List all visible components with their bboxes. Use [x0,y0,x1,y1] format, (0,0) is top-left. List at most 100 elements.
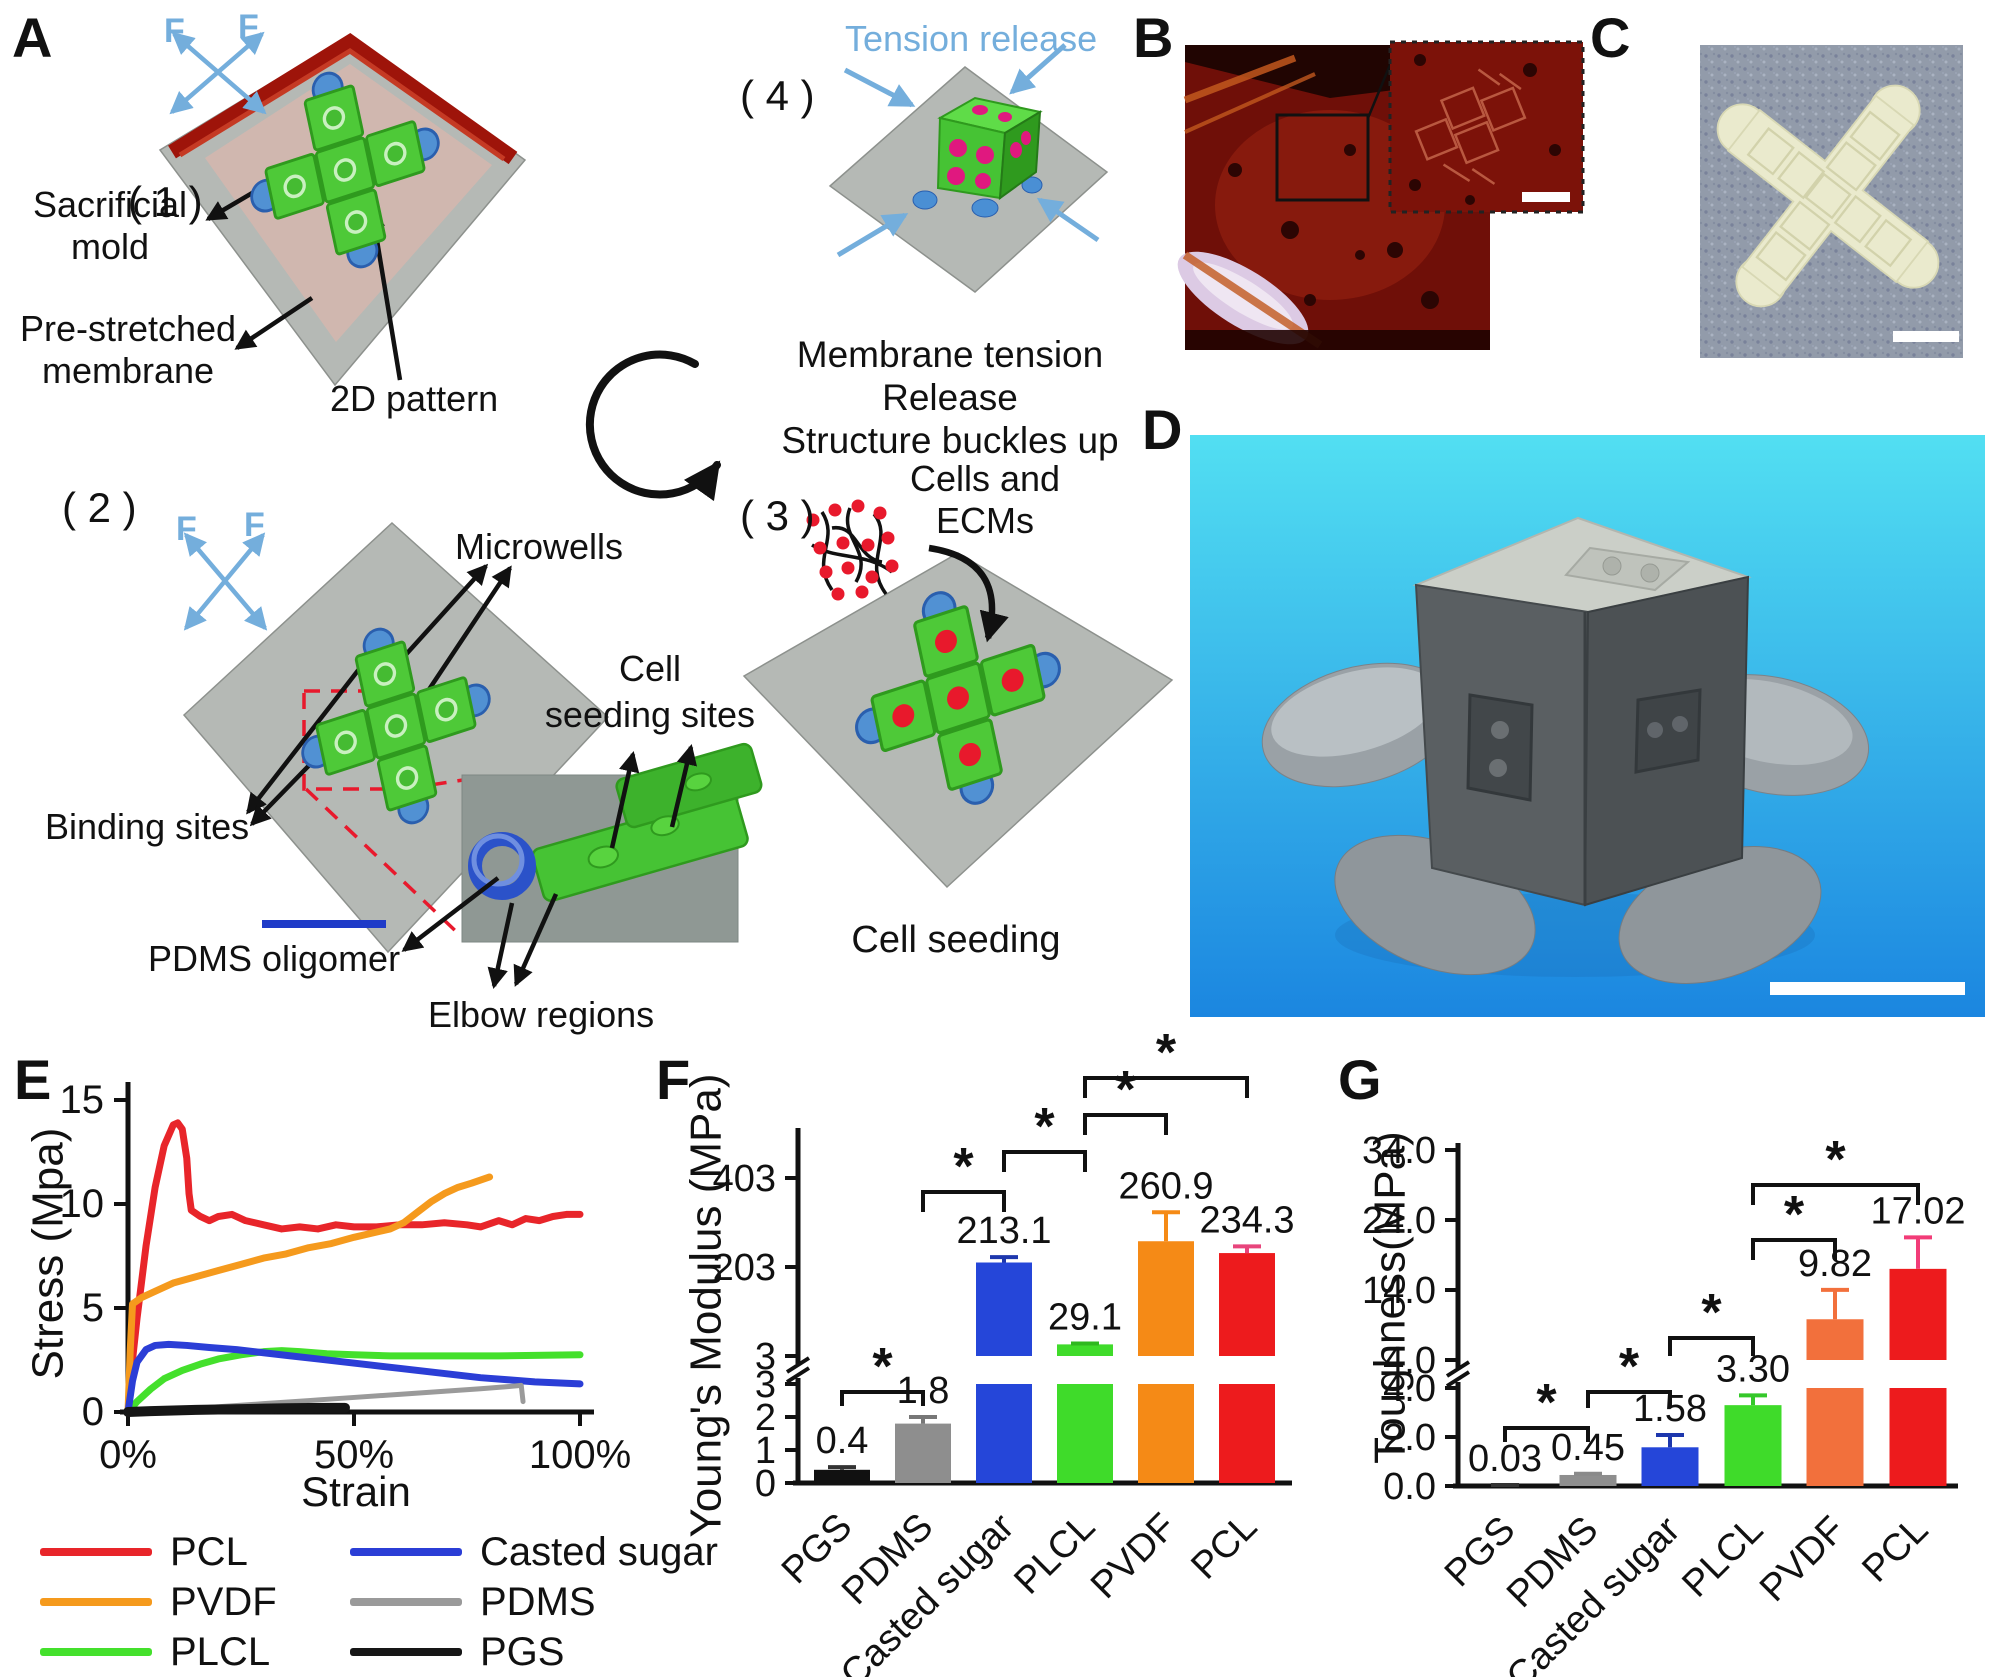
legend-swatch-pdms [350,1598,462,1606]
significance-star: * [872,1338,893,1396]
cell-seeding-sites-arrow-2 [669,743,698,828]
bar-pvdf-upper [1138,1241,1194,1356]
svg-text:5: 5 [82,1286,104,1330]
step-label-2: ( 2 ) [62,484,137,531]
panel-letter-d: D [1142,398,1183,461]
series-plcl [124,1347,584,1416]
series-pcl [124,1119,584,1416]
elbow-regions-arrow-2 [513,893,559,987]
svg-text:234.3: 234.3 [1199,1199,1294,1241]
panel-letter-f: F [656,1048,691,1111]
panel-b-photo [1177,40,1585,350]
svg-text:50%: 50% [314,1433,394,1477]
svg-text:203: 203 [713,1247,776,1289]
svg-text:3: 3 [755,1336,776,1378]
bar-pdms [1559,1474,1617,1486]
significance-star: * [1701,1284,1722,1342]
step-label-3: ( 3 ) [740,492,815,539]
category-label: PLCL [1674,1509,1771,1606]
closeup-inset [461,742,763,943]
category-label: PLCL [1006,1506,1103,1603]
series-casted-sugar [124,1340,584,1416]
legend-swatch-casted-sugar [350,1548,462,1556]
pdms-oligomer-label: PDMS oligomer [148,938,401,979]
significance-bracket [1751,1238,1837,1260]
bar-plcl-upper [1057,1344,1113,1356]
significance-bracket [1083,1076,1249,1098]
significance-bracket [1586,1390,1672,1408]
bar-pdms [895,1423,951,1483]
panel-letter-c: C [1590,6,1631,69]
panel-b-inset [1388,40,1585,214]
significance-bracket [1503,1426,1590,1442]
scheme-4 [828,43,1109,293]
svg-text:14.0: 14.0 [1362,1270,1436,1312]
elbow-regions-label: Elbow regions [428,994,655,1035]
legend-swatch-plcl [40,1648,152,1656]
svg-text:403: 403 [713,1158,776,1200]
step-label-4: ( 4 ) [740,72,815,119]
legend-label-pgs: PGS [480,1630,565,1674]
sacrificial-mold-wall [168,33,518,165]
legend-label-pdms: PDMS [480,1580,596,1624]
bar-pcl [1219,1384,1275,1483]
cycle-arrow-icon [585,350,721,502]
svg-text:100%: 100% [529,1433,631,1477]
series-pvdf [124,1173,494,1416]
panel-letter-e: E [14,1048,52,1111]
panel-letter-g: G [1338,1048,1382,1111]
series-pgs [123,1402,350,1417]
bar-plcl [1724,1405,1782,1486]
force-label: F [164,12,185,50]
force-label: F [244,506,265,544]
svg-text:34.0: 34.0 [1362,1130,1436,1172]
significance-star: * [1619,1338,1640,1396]
panel-letter-b: B [1133,6,1174,69]
significance-bracket [1668,1336,1755,1356]
svg-text:260.9: 260.9 [1118,1165,1213,1207]
scale-bar [1522,192,1570,202]
bar-pgs [814,1469,870,1483]
membrane-tension-label: Membrane tension Release Structure buckle… [781,334,1119,461]
significance-bracket [921,1190,1006,1212]
svg-text:24.0: 24.0 [1362,1200,1436,1242]
pre-stretched-arrow [234,296,314,350]
svg-text:0: 0 [755,1463,776,1505]
significance-star: * [1034,1098,1055,1156]
sacrificial-mold-highlight [178,48,506,162]
legend-label-casted-sugar: Casted sugar [480,1530,718,1574]
tension-release-label: Tension release [845,18,1098,59]
microwells-label: Microwells [455,526,624,567]
cell-seeding-sites-label-2: seeding sites [544,694,756,735]
tension-release-arrows [836,43,1100,258]
inset-well-3 [684,772,712,792]
youngs-modulus-axis-label: Young's Modulus (MPa) [681,1073,731,1538]
inset-well-1 [587,845,619,869]
category-label: PVDF [1083,1506,1184,1607]
cells-to-structure-arrow [928,544,1009,643]
svg-text:0: 0 [82,1390,104,1434]
category-label: PVDF [1752,1509,1853,1610]
bar-pvdf-upper [1806,1319,1864,1360]
svg-text:2.0: 2.0 [1383,1417,1436,1459]
bar-pcl-upper [1889,1268,1947,1360]
significance-star: * [1825,1131,1846,1189]
scale-bar [1893,331,1959,342]
legend-swatch-pvdf [40,1598,152,1606]
svg-text:2: 2 [755,1397,776,1439]
bar-pvdf [1806,1388,1864,1486]
force-label: F [238,8,259,46]
toughness-axis-label: Toughness(MPa) [1365,1131,1415,1464]
zoom-connector-1 [304,787,465,940]
pdms-oligomer-swatch [262,920,386,928]
svg-text:0.03: 0.03 [1468,1438,1542,1480]
panel-c-photo [1700,45,1963,358]
pattern-2d-cross-3 [855,591,1061,805]
svg-text:4.0: 4.0 [1383,1340,1436,1382]
toughness-chart: 4.014.024.034.00.02.04.00.03PGS0.45PDMS1… [1362,1130,1966,1677]
significance-bracket [1002,1150,1087,1172]
elbow-regions-arrow-1 [487,902,515,990]
scale-bar [1770,982,1965,995]
